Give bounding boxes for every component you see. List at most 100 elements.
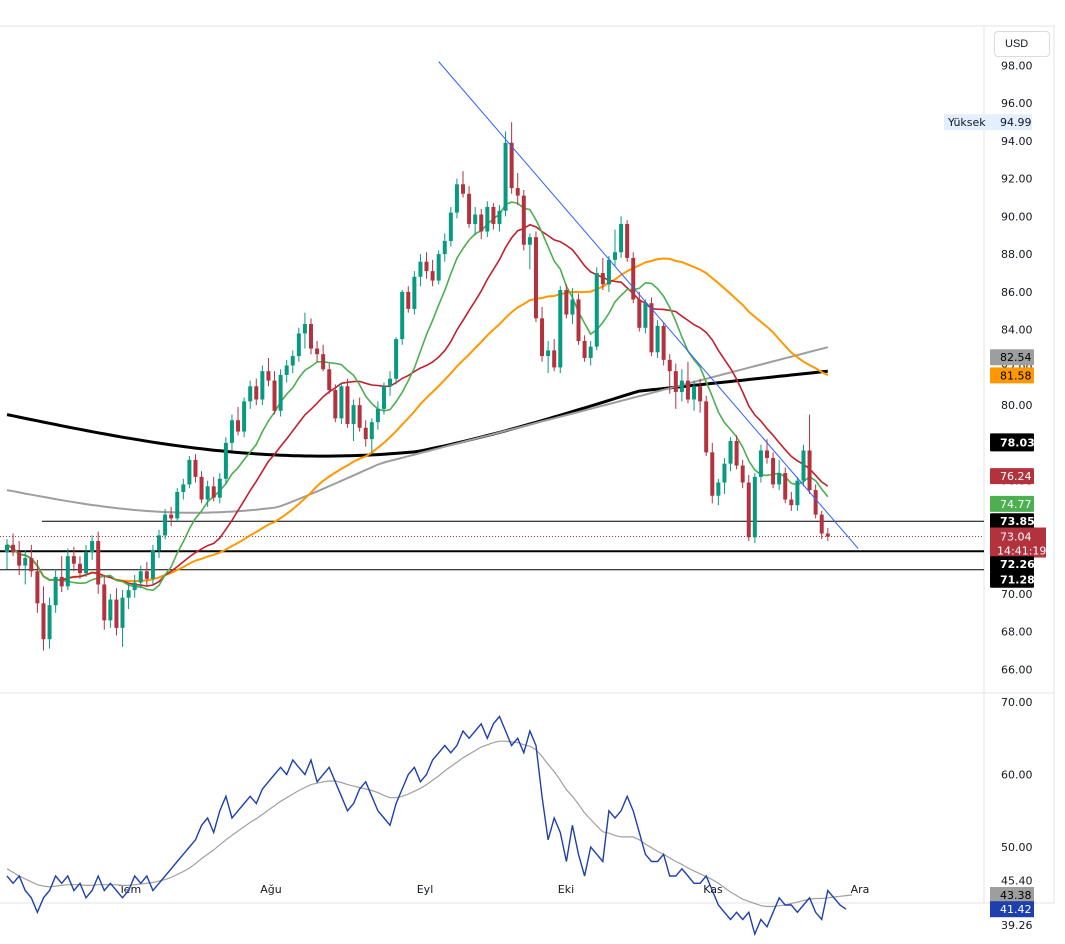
candle [552,350,557,368]
price-tick-label: 94.00 [1001,135,1033,148]
candle [144,571,149,579]
price-tick-label: 88.00 [1001,248,1033,261]
candle [102,584,107,621]
rsi-tick-label: 50.00 [1001,841,1033,854]
candle [497,210,502,224]
candle [448,212,453,241]
ma10-line [6,201,829,592]
candle [795,480,800,506]
candle [625,223,630,258]
candle [351,405,356,425]
candle [394,339,399,379]
candle [272,380,277,411]
candle [199,476,204,500]
candle [65,556,70,587]
candle [53,576,58,606]
trendline[interactable] [438,61,859,549]
candle [302,323,307,334]
candle [120,597,125,628]
candle [722,463,727,483]
candle [570,299,575,315]
candle [375,408,380,423]
rsi-line [6,715,847,937]
high-label-bg [944,114,1032,131]
candle [41,603,46,640]
candle [588,346,593,358]
candle [710,452,715,496]
ma100-badge-bg [990,349,1034,366]
candle [169,514,174,519]
countdown-timer: 14:41:19 [997,545,1046,558]
candle [327,369,332,391]
candle [138,571,143,583]
candle [430,271,435,281]
candle [211,486,216,498]
rsi-tick-label: 45.40 [1001,874,1033,887]
candle [406,291,411,309]
candle [600,273,605,285]
candle [242,401,247,432]
candle [333,390,338,419]
ma50-badge: 81.58 [1000,369,1032,382]
candle [801,450,806,481]
candle [114,599,119,628]
ma20-badge: 76.24 [1000,470,1032,483]
candle [193,459,198,477]
candle [181,484,186,492]
candle [533,237,538,319]
candle [728,441,733,464]
candle [260,371,265,400]
high-label-text: Yüksek [947,116,986,129]
candle [509,142,514,189]
candle [400,291,405,340]
rsi-ma-badge: 43.38 [1000,889,1032,902]
price-tick-label: 70.00 [1001,588,1033,601]
level-lower-badge-bg [990,571,1034,588]
candle [582,340,587,358]
candle [290,356,295,366]
candle [108,599,113,621]
candle [765,450,769,458]
rsi-ma-badge-bg [990,886,1034,903]
currency-button[interactable]: USD [994,31,1050,57]
candle [388,378,393,387]
candle [473,214,478,224]
level-upper-badge: 73.85 [1000,515,1035,528]
candle [813,490,818,515]
candle [284,365,289,375]
candle [758,450,763,477]
candle [613,252,617,260]
candle [692,386,697,400]
candle [90,541,95,553]
price-tick-label: 90.00 [1001,210,1033,223]
candle [564,290,569,315]
candle [485,206,490,232]
level-mid-badge: 72.26 [1000,558,1035,571]
candle [771,458,776,485]
candle [716,482,721,496]
candle [704,401,709,453]
candle [698,386,703,402]
candle [655,325,660,353]
candle [126,590,131,598]
time-axis-label: Kas [703,883,723,896]
candle [527,237,532,245]
candle [667,359,672,372]
candle [685,380,690,400]
candle [424,261,429,272]
candle [606,259,611,285]
candle [315,348,320,355]
candle [467,193,472,224]
candle [296,333,301,357]
ma100-badge: 82.54 [1000,351,1032,364]
level-upper-badge-bg [990,513,1034,530]
candle [369,422,374,440]
candle [357,405,362,428]
rsi-ma-line [6,740,853,908]
candle [418,261,423,277]
candle [619,223,624,253]
candle [825,533,830,537]
candle [345,386,350,425]
